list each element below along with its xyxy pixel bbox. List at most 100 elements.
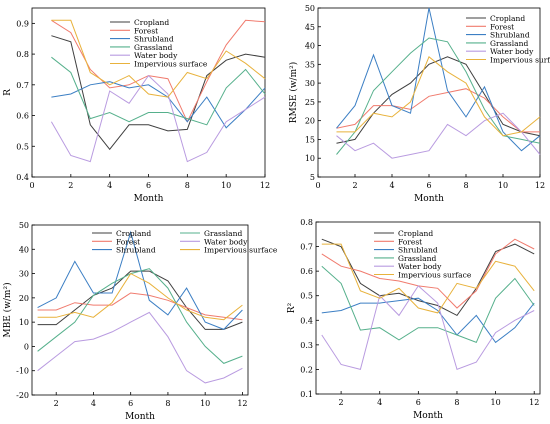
x-tick-label: 8 — [185, 181, 190, 190]
x-tick-label: 6 — [146, 181, 151, 190]
x-tick-label: 4 — [91, 399, 96, 408]
series-line-grassland — [51, 56, 266, 126]
series-line-shrubland — [51, 81, 266, 129]
series-line-grassland — [37, 268, 243, 364]
legend-label: Forest — [116, 237, 140, 246]
y-tick-label: 0.7 — [16, 81, 29, 90]
legend-label: Cropland — [116, 229, 151, 238]
y-tick-label: 0.2 — [300, 365, 313, 374]
y-tick-label: 30 — [19, 270, 29, 279]
x-axis-label: Month — [413, 411, 443, 421]
x-tick-label: 2 — [339, 398, 344, 407]
legend-label: Shrubland — [134, 35, 174, 44]
x-tick-label: 6 — [416, 398, 421, 407]
legend-label: Cropland — [134, 18, 169, 27]
legend-label: Grassland — [490, 39, 528, 48]
y-tick-label: 35 — [305, 60, 315, 69]
y-tick-label: 45 — [305, 23, 315, 32]
plot-frame — [31, 224, 249, 396]
chart-panel-3: 2 4 6 8 10 12 -20 -10 0 10 20 30 40 50 Month MBE (w/m²)… — [2, 221, 278, 422]
legend-label: Cropland — [490, 14, 525, 23]
series-line-cropland — [37, 270, 243, 330]
y-tick-label: 10 — [305, 154, 315, 163]
y-tick-label: 0.7 — [300, 243, 313, 252]
series-line-forest — [321, 238, 535, 309]
x-tick-label: 12 — [237, 399, 247, 408]
x-axis-label: Month — [414, 194, 444, 204]
series-line-impervious-surface — [321, 243, 535, 314]
series-line-water-body — [336, 112, 541, 159]
x-tick-label: 6 — [128, 399, 133, 408]
y-axis-label: R — [3, 89, 13, 96]
y-tick-label: 10 — [19, 318, 29, 327]
series-line-grassland — [336, 37, 541, 155]
x-tick-label: 10 — [200, 399, 210, 408]
x-tick-label: 10 — [490, 398, 500, 407]
legend-label: Shrubland — [490, 31, 530, 40]
legend-label: Impervious surface — [490, 56, 550, 65]
series-line-water-body — [50, 74, 266, 163]
series-line-impervious-surface — [51, 19, 266, 98]
y-tick-label: 50 — [305, 4, 315, 13]
x-tick-label: 12 — [529, 398, 539, 407]
series-line-shrubland — [37, 230, 243, 330]
y-tick-label: 0 — [24, 342, 29, 351]
y-tick-label: 0.8 — [300, 218, 313, 227]
y-tick-label: 50 — [19, 221, 29, 230]
legend-label: Water body — [398, 262, 442, 271]
legend-label: Grassland — [398, 254, 436, 263]
x-axis-label: Month — [134, 194, 164, 204]
plot-frame — [315, 221, 541, 395]
x-tick-label: 2 — [352, 181, 357, 190]
legend-label: Water body — [490, 47, 534, 56]
y-tick-label: 40 — [305, 42, 315, 51]
x-tick-label: 2 — [68, 181, 73, 190]
x-tick-label: 0 — [29, 181, 34, 190]
y-tick-label: 0.3 — [300, 341, 313, 350]
series-line-impervious-surface — [37, 272, 243, 321]
x-tick-label: 8 — [463, 181, 468, 190]
legend-label: Forest — [398, 237, 422, 246]
legend-label: Impervious surface — [204, 246, 278, 255]
y-tick-label: 0.6 — [16, 112, 29, 121]
series-line-water-body — [321, 285, 535, 371]
y-tick-label: 30 — [305, 79, 315, 88]
y-tick-label: 0.1 — [300, 390, 313, 399]
series-line-shrubland — [321, 297, 535, 344]
legend-label: Grassland — [204, 229, 242, 238]
x-tick-label: 0 — [315, 181, 320, 190]
legend-label: Forest — [490, 22, 514, 31]
series-line-cropland — [336, 56, 541, 144]
chart-panel-4: 2 4 6 8 10 12 0.1 0.2 0.3 0.4 0.5 0.6 0.7 0.8 Month R² C… — [287, 218, 541, 421]
y-tick-label: 25 — [305, 98, 315, 107]
x-tick-label: 12 — [260, 181, 270, 190]
y-tick-label: 40 — [19, 245, 29, 254]
y-tick-label: 0.4 — [16, 173, 29, 182]
y-axis-label: MBE (w/m²) — [2, 282, 13, 337]
x-tick-label: 4 — [377, 398, 382, 407]
y-tick-label: 0.5 — [16, 142, 29, 151]
series-line-cropland — [321, 238, 535, 317]
series-line-water-body — [37, 311, 243, 384]
x-tick-label: 10 — [221, 181, 231, 190]
chart-panel-1: 0 2 4 6 8 10 12 0.4 0.5 0.6 0.7 0.8 0.9 Month R Croplan… — [3, 7, 270, 204]
y-tick-label: -20 — [16, 391, 29, 400]
x-tick-label: 4 — [389, 181, 394, 190]
y-tick-label: 0.5 — [300, 292, 313, 301]
legend-label: Water body — [204, 237, 248, 246]
chart-panel-2: 0 2 4 6 8 10 12 5 10 15 20 25 30 35 40 45 50 Month RMSE (w… — [288, 4, 550, 204]
y-tick-label: 0.6 — [300, 267, 313, 276]
y-tick-label: 0.8 — [16, 50, 29, 59]
y-axis-label: RMSE (w/m²) — [288, 62, 299, 124]
y-tick-label: -10 — [16, 367, 29, 376]
x-tick-label: 8 — [165, 399, 170, 408]
legend-label: Cropland — [398, 229, 433, 238]
series-line-impervious-surface — [336, 55, 541, 137]
y-axis-label: R² — [287, 302, 297, 313]
legend-label: Shrubland — [398, 246, 438, 255]
